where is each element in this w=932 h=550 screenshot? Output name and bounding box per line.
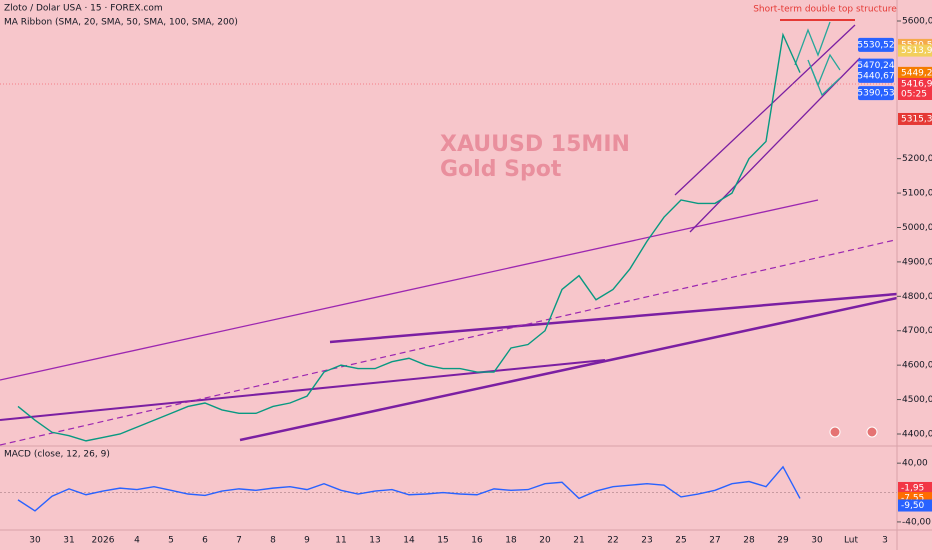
y-tick-label: 5100,00 — [902, 189, 932, 199]
event-icon[interactable] — [866, 426, 878, 438]
x-tick-label: 29 — [777, 536, 789, 546]
x-tick-label: 16 — [471, 536, 483, 546]
x-tick-label: Lut — [844, 536, 859, 546]
y-tick-label: 4900,00 — [902, 257, 932, 267]
projection-arrow — [809, 64, 841, 97]
target-box — [858, 86, 894, 101]
chart-title: Zloto / Dolar USA · 15 · FOREX.com — [4, 4, 163, 14]
x-tick-label: 25 — [675, 536, 686, 546]
x-tick-label: 11 — [335, 536, 346, 546]
series-line — [17, 465, 801, 512]
x-tick-label: 2026 — [92, 536, 115, 546]
x-tick-label: 20 — [539, 536, 551, 546]
macd-label-box — [898, 499, 932, 512]
target-label: 5530,52 — [857, 40, 894, 50]
trend-line — [0, 359, 606, 421]
x-tick-label: 9 — [304, 536, 310, 546]
x-tick-label: 30 — [811, 536, 823, 546]
macd-label-box — [898, 481, 932, 494]
macd-label: -1,95 — [901, 483, 924, 493]
y-tick-label: 4400,00 — [902, 429, 932, 439]
x-tick-label: 27 — [709, 536, 720, 546]
x-tick-label: 23 — [641, 536, 652, 546]
trend-line — [239, 296, 898, 442]
target-label: 5390,53 — [857, 89, 894, 99]
price-label: 5416,94 — [901, 79, 932, 89]
x-tick-label: 30 — [29, 536, 41, 546]
macd-title: MACD (close, 12, 26, 9) — [4, 450, 110, 460]
watermark: Gold Spot — [440, 157, 562, 182]
x-tick-label: 14 — [403, 536, 415, 546]
drawings — [0, 19, 898, 446]
y-tick-label: 5600,00 — [902, 16, 932, 26]
trend-line — [329, 292, 898, 344]
x-tick-label: 31 — [63, 536, 74, 546]
x-tick-label: 3 — [882, 536, 888, 546]
price-label: 5513,98 — [901, 46, 932, 56]
trend-line — [0, 199, 819, 381]
x-tick-label: 8 — [270, 536, 276, 546]
channel-line — [689, 57, 861, 233]
x-tick-label: 18 — [505, 536, 517, 546]
channel-line — [674, 24, 856, 196]
macd-label: -7,55 — [901, 494, 924, 504]
x-tick-label: 13 — [369, 536, 380, 546]
x-tick-label: 28 — [743, 536, 755, 546]
y-tick-label: 5200,00 — [902, 154, 932, 164]
x-tick-label: 22 — [607, 536, 618, 546]
macd-label: -9,50 — [901, 501, 925, 511]
price-label: 5449,25 — [901, 68, 932, 78]
y-tick-label: 4800,00 — [902, 292, 932, 302]
annotation: Short-term double top structure — [753, 5, 897, 15]
y-tick-label: 4700,00 — [902, 326, 932, 336]
price-label: 5315,30 — [901, 114, 932, 124]
y-tick-label: 4500,00 — [902, 395, 932, 405]
watermark: XAUUSD 15MIN — [440, 132, 630, 157]
x-tick-label: 6 — [202, 536, 208, 546]
event-icon[interactable] — [829, 426, 841, 438]
series-line — [17, 32, 801, 442]
x-tick-label: 5 — [168, 536, 174, 546]
y-tick-label: 4600,00 — [902, 361, 932, 371]
dashed-line — [0, 239, 896, 446]
target-label: 5440,67 — [857, 71, 894, 81]
target-box — [858, 37, 894, 52]
projection-arrow — [807, 53, 841, 87]
price-label-box — [898, 77, 932, 100]
target-label: 5470,24 — [857, 61, 894, 71]
price-label-box — [898, 44, 932, 57]
y-tick-label: 40,00 — [902, 459, 928, 469]
countdown: 05:25 — [901, 89, 927, 99]
x-tick-label: 21 — [573, 536, 584, 546]
x-tick-label: 7 — [236, 536, 242, 546]
price-label-box — [898, 66, 932, 79]
y-tick-label: 5000,00 — [902, 223, 932, 233]
indicator-title: MA Ribbon (SMA, 20, SMA, 50, SMA, 100, S… — [4, 18, 238, 28]
y-tick-label: -40,00 — [902, 517, 931, 527]
x-tick-label: 4 — [134, 536, 140, 546]
price-label-box — [898, 112, 932, 125]
target-box — [858, 68, 894, 83]
x-tick-label: 15 — [437, 536, 448, 546]
projection-arrow — [794, 21, 831, 66]
